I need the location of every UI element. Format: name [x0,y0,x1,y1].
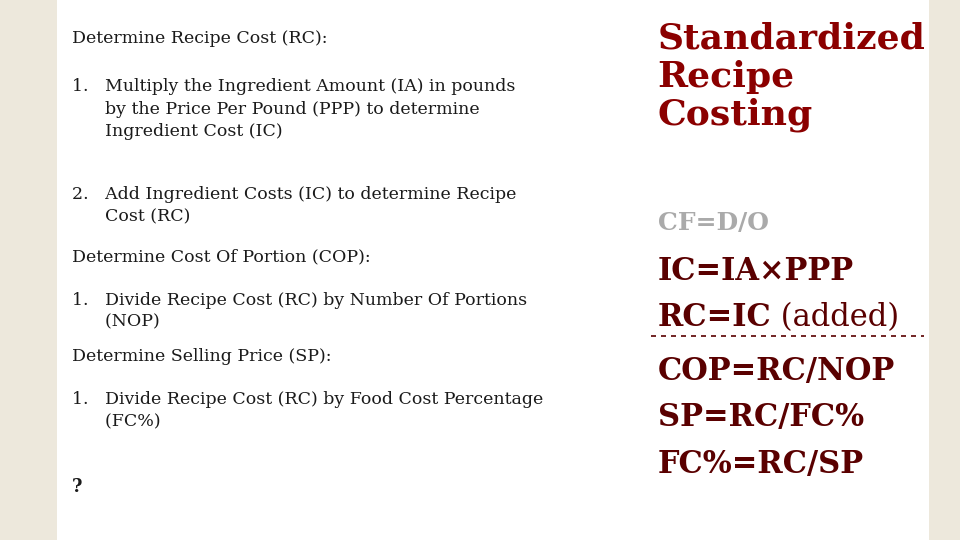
Text: ?: ? [72,478,83,496]
Text: 1.   Divide Recipe Cost (RC) by Food Cost Percentage
      (FC%): 1. Divide Recipe Cost (RC) by Food Cost … [72,392,543,431]
Text: FC%=RC/SP: FC%=RC/SP [658,449,864,480]
Text: SP=RC/FC%: SP=RC/FC% [658,402,864,433]
Bar [57,0,646,540]
Text: Standardized
Recipe
Costing: Standardized Recipe Costing [658,22,925,132]
Text: Determine Recipe Cost (RC):: Determine Recipe Cost (RC): [72,30,327,46]
Text: IC=IA×PPP: IC=IA×PPP [658,256,853,287]
Bar [646,0,929,540]
Text: Determine Selling Price (SP):: Determine Selling Price (SP): [72,348,331,365]
Text: 2.   Add Ingredient Costs (IC) to determine Recipe
      Cost (RC): 2. Add Ingredient Costs (IC) to determin… [72,186,516,226]
Text: COP=RC/NOP: COP=RC/NOP [658,356,895,387]
Text: (added): (added) [771,302,900,333]
Text: Determine Cost Of Portion (COP):: Determine Cost Of Portion (COP): [72,248,371,265]
Text: CF=D/O: CF=D/O [658,211,769,234]
Text: 1.   Divide Recipe Cost (RC) by Number Of Portions
      (NOP): 1. Divide Recipe Cost (RC) by Number Of … [72,292,527,331]
Text: RC=IC: RC=IC [658,302,771,333]
Text: 1.   Multiply the Ingredient Amount (IA) in pounds
      by the Price Per Pound : 1. Multiply the Ingredient Amount (IA) i… [72,78,516,140]
